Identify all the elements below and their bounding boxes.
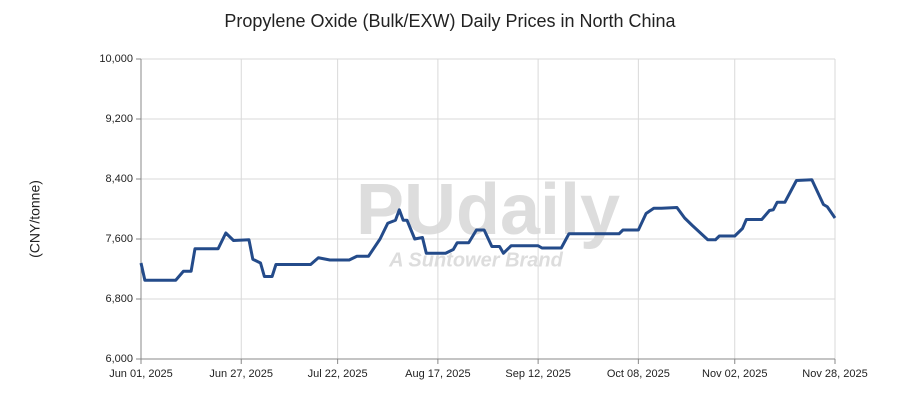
y-tick-label: 6,800 [105,293,133,305]
x-tick-label: Jun 27, 2025 [209,368,273,380]
y-tick-label: 9,200 [105,113,133,125]
y-tick-label: 6,000 [105,353,133,365]
y-axis-label: (CNY/tonne) [27,180,43,258]
x-tick-label: Oct 08, 2025 [607,368,670,380]
y-tick-label: 8,400 [105,173,133,185]
x-tick-label: Nov 02, 2025 [702,368,767,380]
x-tick-label: Nov 28, 2025 [802,368,867,380]
x-tick-label: Jul 22, 2025 [308,368,368,380]
watermark-subtitle: A Suntower Brand [388,249,563,271]
y-tick-label: 7,600 [105,233,133,245]
price-line [139,178,837,282]
x-tick-label: Sep 12, 2025 [505,368,570,380]
x-tick-label: Aug 17, 2025 [405,368,470,380]
chart-title: Propylene Oxide (Bulk/EXW) Daily Prices … [224,11,676,31]
y-tick-label: 10,000 [99,53,133,65]
x-tick-label: Jun 01, 2025 [109,368,173,380]
